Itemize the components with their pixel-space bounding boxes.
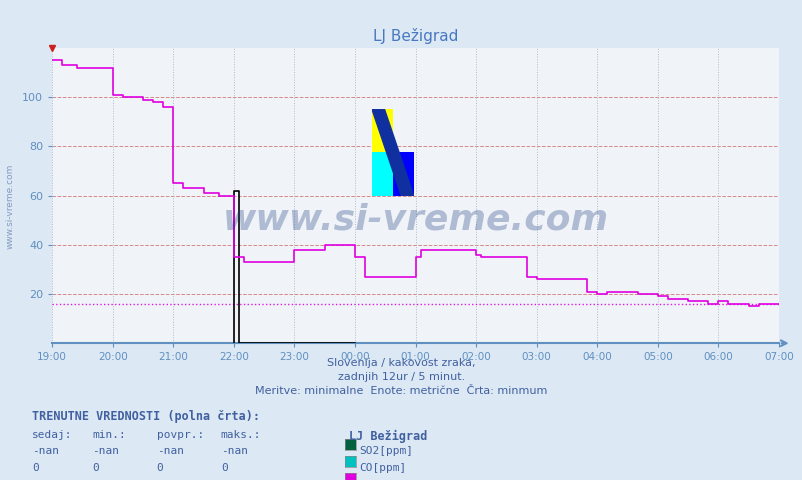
Text: 0: 0 (92, 463, 99, 473)
Text: sedaj:: sedaj: (32, 430, 72, 440)
Text: 0: 0 (221, 463, 227, 473)
Text: Meritve: minimalne  Enote: metrične  Črta: minmum: Meritve: minimalne Enote: metrične Črta:… (255, 386, 547, 396)
Text: TRENUTNE VREDNOSTI (polna črta):: TRENUTNE VREDNOSTI (polna črta): (32, 410, 260, 423)
Text: -nan: -nan (32, 446, 59, 456)
Text: povpr.:: povpr.: (156, 430, 204, 440)
Text: min.:: min.: (92, 430, 126, 440)
Text: Slovenija / kakovost zraka,: Slovenija / kakovost zraka, (327, 358, 475, 368)
Text: maks.:: maks.: (221, 430, 261, 440)
Bar (371, 109, 392, 153)
Text: -nan: -nan (92, 446, 119, 456)
Text: -nan: -nan (221, 446, 248, 456)
Text: www.si-vreme.com: www.si-vreme.com (5, 164, 14, 249)
Text: zadnjih 12ur / 5 minut.: zadnjih 12ur / 5 minut. (338, 372, 464, 382)
Text: 0: 0 (32, 463, 38, 473)
Title: LJ Bežigrad: LJ Bežigrad (372, 28, 458, 44)
Text: SO2[ppm]: SO2[ppm] (359, 446, 413, 456)
Text: -nan: -nan (156, 446, 184, 456)
Text: LJ Bežigrad: LJ Bežigrad (349, 430, 427, 443)
Bar (371, 153, 392, 196)
Text: CO[ppm]: CO[ppm] (359, 463, 407, 473)
Polygon shape (371, 109, 413, 196)
Bar (392, 153, 413, 196)
Text: 0: 0 (156, 463, 163, 473)
Text: www.si-vreme.com: www.si-vreme.com (222, 202, 608, 236)
